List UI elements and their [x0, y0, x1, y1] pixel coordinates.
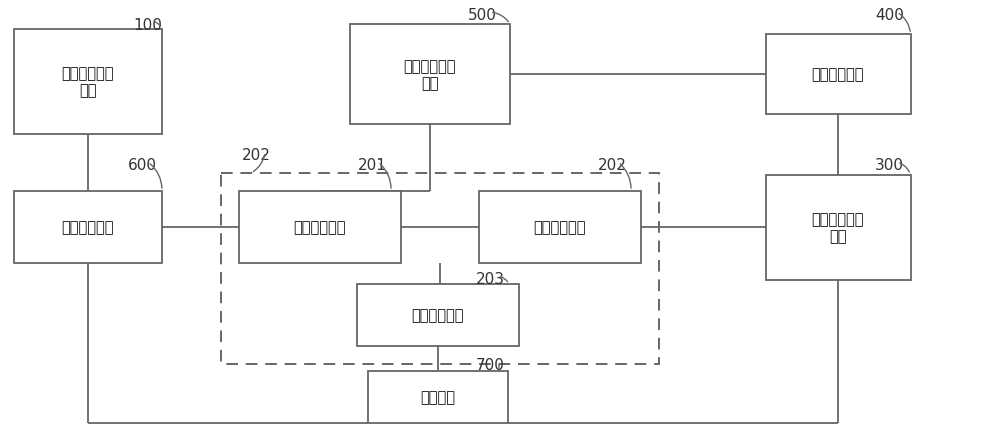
Text: 第一过载保护
模块: 第一过载保护 模块	[62, 66, 114, 98]
Text: 并线连接模块: 并线连接模块	[62, 220, 114, 235]
Bar	[14, 191, 162, 263]
Text: 输出接口模块: 输出接口模块	[812, 67, 864, 82]
Text: 202: 202	[598, 158, 627, 173]
Text: 第三过载保护
模块: 第三过载保护 模块	[404, 59, 456, 91]
Text: 100: 100	[133, 18, 162, 33]
Bar	[221, 174, 659, 364]
Bar	[479, 191, 641, 263]
Text: 第二过载保护
模块: 第二过载保护 模块	[812, 211, 864, 243]
Text: 201: 201	[358, 158, 387, 173]
Text: 电压调节单元: 电压调节单元	[294, 220, 346, 235]
Text: 300: 300	[875, 158, 904, 173]
Bar	[350, 25, 510, 125]
Text: 700: 700	[476, 357, 505, 372]
Text: 散热模块: 散热模块	[420, 390, 456, 404]
Bar	[357, 284, 519, 346]
Text: 600: 600	[128, 158, 157, 173]
Bar	[766, 35, 910, 115]
Text: 202: 202	[242, 148, 271, 163]
Bar	[14, 30, 162, 134]
Bar	[766, 175, 910, 280]
Text: 400: 400	[875, 8, 904, 23]
Text: 203: 203	[476, 271, 505, 286]
Text: 电压显示单元: 电压显示单元	[534, 220, 586, 235]
Bar	[239, 191, 401, 263]
Text: 500: 500	[468, 8, 497, 23]
Text: 温度保护单元: 温度保护单元	[412, 308, 464, 323]
Bar	[368, 371, 508, 423]
